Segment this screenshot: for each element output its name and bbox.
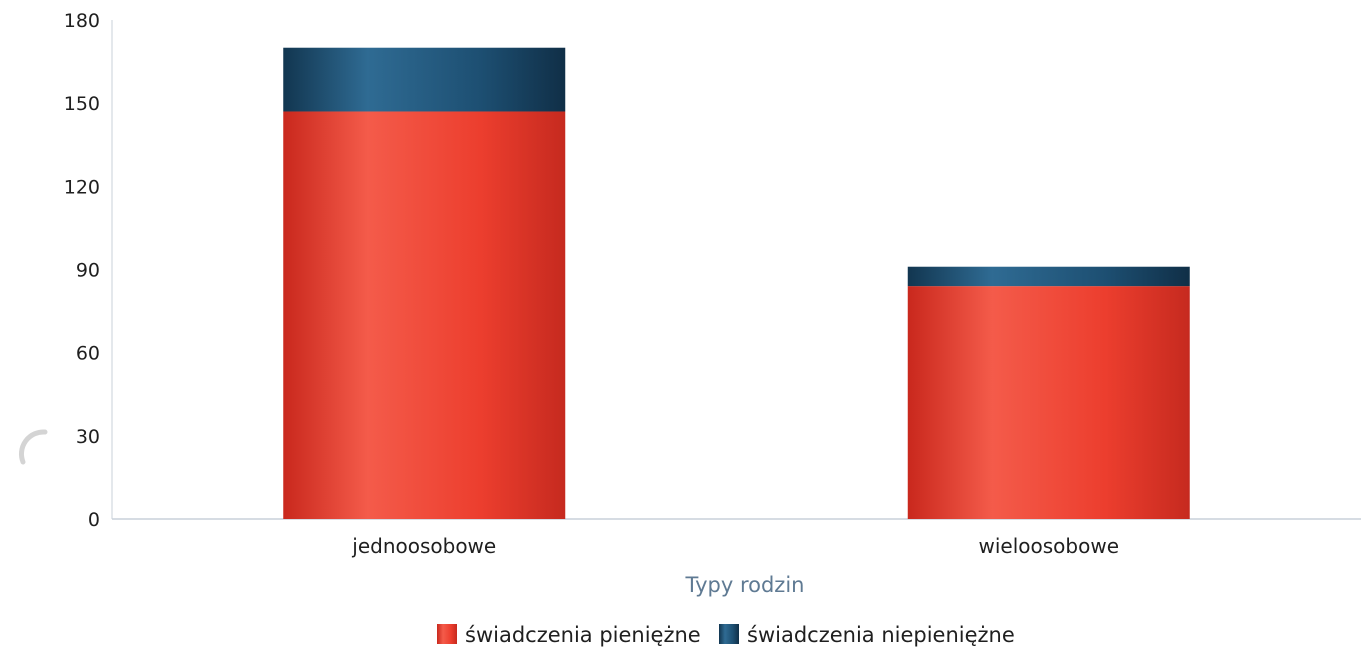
legend-label-swiadczenia-niepieniezne: świadczenia niepieniężne bbox=[747, 623, 1015, 647]
bar-swiadczenia-niepieniezne-wieloosobowe bbox=[907, 266, 1190, 287]
y-tick-labels: 0 30 60 90 120 150 180 bbox=[64, 10, 100, 531]
y-tick-label: 150 bbox=[64, 93, 100, 115]
loading-spinner-arc bbox=[18, 429, 48, 465]
y-tick-label: 180 bbox=[64, 10, 100, 32]
x-tick-labels: jednoosobowe wieloosobowe bbox=[351, 534, 1119, 558]
legend-label-swiadczenia-pieniezne: świadczenia pieniężne bbox=[465, 623, 701, 647]
y-tick-label: 0 bbox=[88, 509, 100, 531]
legend: świadczenia pieniężne świadczenia niepien… bbox=[437, 623, 1015, 647]
y-tick-label: 60 bbox=[76, 343, 100, 365]
y-tick-label: 90 bbox=[76, 260, 100, 282]
x-tick-label: jednoosobowe bbox=[351, 534, 496, 558]
bar-swiadczenia-niepieniezne-jednoosobowe bbox=[283, 47, 566, 112]
bars bbox=[283, 47, 1190, 519]
y-tick-label: 30 bbox=[76, 426, 100, 448]
x-axis-title: Typy rodzin bbox=[685, 573, 805, 597]
bar-swiadczenia-pieniezne-wieloosobowe bbox=[907, 286, 1190, 519]
legend-swatch-swiadczenia-niepieniezne bbox=[719, 624, 739, 644]
x-tick-label: wieloosobowe bbox=[979, 534, 1120, 558]
legend-swatch-swiadczenia-pieniezne bbox=[437, 624, 457, 644]
bar-swiadczenia-pieniezne-jednoosobowe bbox=[283, 111, 566, 519]
y-tick-label: 120 bbox=[64, 176, 100, 198]
